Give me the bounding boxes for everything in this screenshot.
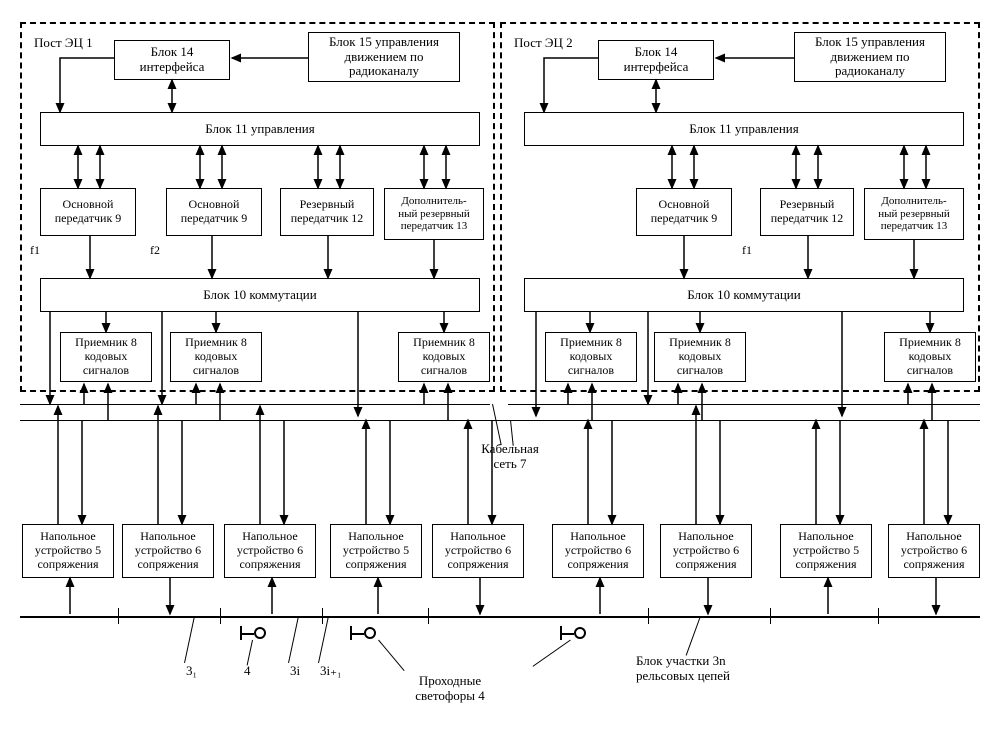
signal-3-lamp [574,627,586,639]
ldr-4 [247,640,253,666]
s2-rx8a: Приемник 8 кодовых сигналов [545,332,637,382]
floor-7: Напольное устройство 6 сопряжения [660,524,752,578]
s1-block15: Блок 15 управления движением по радиокан… [308,32,460,82]
floor-4: Напольное устройство 5 сопряжения [330,524,422,578]
label-4: 4 [244,664,251,679]
ldr-blk [686,616,701,656]
floor-6: Напольное устройство 6 сопряжения [552,524,644,578]
cable-line-1 [20,404,490,405]
floor-3: Напольное устройство 6 сопряжения [224,524,316,578]
ldr-31 [184,616,195,663]
s1-tx12: Резервный передатчик 12 [280,188,374,236]
ldr-3i1 [318,616,329,663]
tick-4 [428,608,429,624]
station-1-title: Пост ЭЦ 1 [34,36,93,51]
label-3i1: 3i₊₁ [320,664,342,679]
s1-rx8a: Приемник 8 кодовых сигналов [60,332,152,382]
cable-line-1b [508,404,980,405]
tick-3 [322,608,323,624]
tick-7 [878,608,879,624]
s1-rx8b: Приемник 8 кодовых сигналов [170,332,262,382]
s2-block11: Блок 11 управления [524,112,964,146]
floor-1: Напольное устройство 5 сопряжения [22,524,114,578]
floor-9: Напольное устройство 6 сопряжения [888,524,980,578]
ldr-sig-b [533,640,571,667]
s1-f2: f2 [150,244,160,258]
blocks-label: Блок участки 3n рельсовых цепей [636,654,796,684]
s2-rx8b: Приемник 8 кодовых сигналов [654,332,746,382]
s2-rx8c: Приемник 8 кодовых сигналов [884,332,976,382]
signals-label: Проходные светофоры 4 [390,674,510,704]
signal-1-bar [240,633,254,635]
s1-f1: f1 [30,244,40,258]
cable-leader-1 [492,404,502,445]
floor-8: Напольное устройство 5 сопряжения [780,524,872,578]
s2-block10: Блок 10 коммутации [524,278,964,312]
label-3i: 3i [290,664,300,679]
s1-tx13: Дополнитель- ный резервный передатчик 13 [384,188,484,240]
ldr-3i [288,616,299,663]
signal-2-lamp [364,627,376,639]
cable-label: Кабельная сеть 7 [460,442,560,472]
tick-6 [770,608,771,624]
s1-block11: Блок 11 управления [40,112,480,146]
ldr-sig-a [378,640,404,671]
s1-tx9a: Основной передатчик 9 [40,188,136,236]
tick-1 [118,608,119,624]
signal-3-bar [560,633,574,635]
tick-5 [648,608,649,624]
s1-block10: Блок 10 коммутации [40,278,480,312]
floor-2: Напольное устройство 6 сопряжения [122,524,214,578]
s2-tx12: Резервный передатчик 12 [760,188,854,236]
station-2-title: Пост ЭЦ 2 [514,36,573,51]
signal-2-bar [350,633,364,635]
s2-block14: Блок 14 интерфейса [598,40,714,80]
s2-tx9: Основной передатчик 9 [636,188,732,236]
floor-5: Напольное устройство 6 сопряжения [432,524,524,578]
s1-block14: Блок 14 интерфейса [114,40,230,80]
s1-rx8c: Приемник 8 кодовых сигналов [398,332,490,382]
track-line [20,616,980,618]
s2-f1: f1 [742,244,752,258]
signal-1-lamp [254,627,266,639]
label-31: 3₁ [186,664,197,679]
s2-tx13: Дополнитель- ный резервный передатчик 13 [864,188,964,240]
tick-2 [220,608,221,624]
s2-block15: Блок 15 управления движением по радиокан… [794,32,946,82]
s1-tx9b: Основной передатчик 9 [166,188,262,236]
cable-line-2 [20,420,980,421]
